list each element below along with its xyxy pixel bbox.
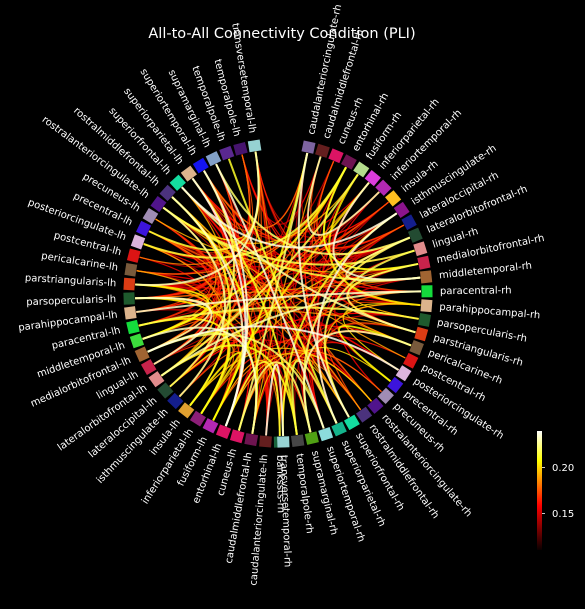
node-label: middletemporal-rh	[439, 260, 533, 281]
node-parstriangularis-rh	[414, 327, 428, 342]
node-isthmuscingulate-rh	[394, 202, 410, 218]
node-superiorfrontal-rh	[344, 415, 360, 431]
node-pericalcarine-lh	[124, 263, 137, 277]
node-caudalanteriorcingulate-lh	[259, 435, 272, 447]
node-label: paracentral-rh	[440, 285, 512, 297]
colorbar: 0.15 0.20	[537, 431, 574, 550]
colorbar-tick-label: 0.15	[552, 509, 574, 520]
node-lateraloccipital-rh	[401, 214, 416, 230]
node-label: middletemporal-lh	[36, 340, 127, 380]
node-cuneus-rh	[328, 148, 343, 163]
node-fusiform-lh	[203, 418, 219, 433]
node-label: transversetemporal-rh	[278, 455, 293, 568]
node-lateralorbitofrontal-lh	[149, 371, 165, 387]
node-lingual-lh	[141, 359, 157, 375]
node-insula-lh	[178, 402, 194, 418]
node-paracentral-lh	[126, 320, 139, 334]
node-lingual-rh	[413, 241, 427, 256]
node-transversetemporal-lh	[248, 139, 262, 152]
node-medialorbitofrontal-rh	[417, 256, 430, 270]
node-pericalcarine-rh	[409, 340, 424, 355]
node-superiortemporal-lh	[193, 158, 209, 174]
node-rostralmiddlefrontal-rh	[356, 407, 372, 423]
node-inferiorparietal-lh	[190, 411, 206, 427]
node-postcentral-rh	[403, 353, 418, 369]
chart-title: All-to-All Connectivity Condition (PLI)	[148, 26, 415, 42]
node-middletemporal-rh	[420, 270, 432, 283]
node-label: caudalanteriorcingulate-lh	[248, 454, 270, 586]
node-rostralanteriorcingulate-lh	[150, 196, 166, 212]
node-parstriangularis-lh	[123, 278, 135, 291]
node-postcentral-lh	[127, 249, 141, 263]
node-fusiform-rh	[353, 162, 369, 178]
node-insula-rh	[385, 190, 401, 206]
node-caudalmiddlefrontal-lh	[244, 433, 258, 446]
node-superiorparietal-rh	[331, 421, 346, 436]
node-parsopercularis-lh	[123, 292, 134, 304]
node-lateralorbitofrontal-rh	[408, 228, 423, 243]
node-caudalanteriorcingulate-rh	[301, 141, 315, 154]
node-temporalpole-lh	[233, 142, 247, 156]
node-label: parahippocampal-rh	[439, 302, 541, 322]
node-temporalpole-rh	[291, 434, 304, 446]
connection-links	[135, 152, 421, 436]
node-caudalmiddlefrontal-rh	[315, 144, 330, 158]
node-parahippocampal-rh	[420, 299, 432, 312]
node-entorhinal-lh	[216, 424, 231, 439]
node-entorhinal-rh	[341, 154, 357, 169]
colorbar-tick-label: 0.20	[552, 463, 574, 474]
node-posteriorcingulate-lh	[131, 234, 145, 249]
node-precuneus-lh	[143, 208, 159, 224]
node-superiorparietal-lh	[181, 166, 197, 182]
node-middletemporal-lh	[130, 333, 144, 348]
node-cuneus-lh	[230, 429, 245, 443]
node-supramarginal-lh	[206, 151, 222, 166]
node-precentral-lh	[136, 221, 151, 237]
node-label: parsopercularis-lh	[26, 294, 116, 308]
node-supramarginal-rh	[305, 431, 319, 444]
node-label: temporalpole-rh	[293, 453, 315, 534]
node-paracentral-rh	[421, 285, 432, 297]
colorbar-gradient	[537, 431, 542, 550]
node-label: parstriangularis-lh	[25, 273, 117, 289]
node-parahippocampal-lh	[124, 306, 137, 319]
node-superiortemporal-rh	[318, 427, 333, 441]
node-rostralanteriorcingulate-rh	[367, 398, 383, 414]
node-posteriorcingulate-rh	[396, 365, 412, 381]
node-medialorbitofrontal-lh	[135, 347, 150, 362]
node-parsopercularis-rh	[418, 313, 431, 327]
node-temporalpole-lh	[219, 146, 234, 160]
node-transversetemporal-rh	[277, 436, 289, 447]
